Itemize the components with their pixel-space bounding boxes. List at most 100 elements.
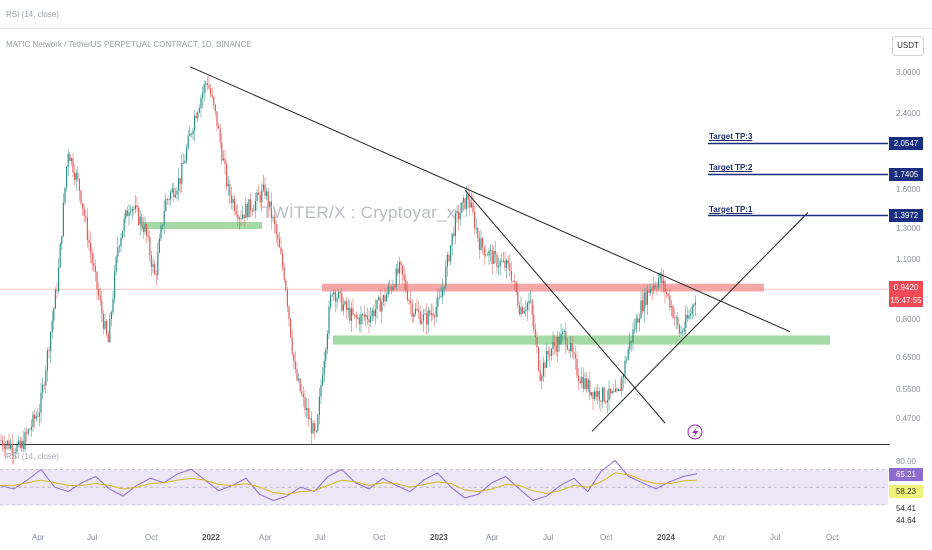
candle[interactable] xyxy=(378,297,380,300)
candle[interactable] xyxy=(19,440,21,448)
candle[interactable] xyxy=(547,350,549,355)
candle[interactable] xyxy=(370,315,372,323)
candle[interactable] xyxy=(443,286,445,289)
candle[interactable] xyxy=(656,287,658,288)
rsi-ma-line[interactable] xyxy=(0,472,698,495)
candle[interactable] xyxy=(523,310,525,314)
candle[interactable] xyxy=(16,444,18,453)
candle[interactable] xyxy=(181,163,183,184)
candle[interactable] xyxy=(491,250,493,264)
candle[interactable] xyxy=(214,104,216,112)
candle[interactable] xyxy=(403,274,405,280)
candle[interactable] xyxy=(648,290,650,293)
trend-line[interactable] xyxy=(464,189,666,424)
candle[interactable] xyxy=(98,289,100,296)
candle[interactable] xyxy=(27,429,29,434)
candle[interactable] xyxy=(243,214,245,218)
candle[interactable] xyxy=(619,389,621,392)
candle[interactable] xyxy=(72,158,74,173)
candle[interactable] xyxy=(131,208,133,212)
candle[interactable] xyxy=(94,266,96,272)
candle[interactable] xyxy=(512,280,514,282)
candle[interactable] xyxy=(496,254,498,268)
candle[interactable] xyxy=(229,183,231,196)
candle[interactable] xyxy=(18,440,20,445)
candle[interactable] xyxy=(320,384,322,397)
candle[interactable] xyxy=(259,195,261,203)
candle[interactable] xyxy=(6,440,8,445)
candle[interactable] xyxy=(456,211,458,214)
candle[interactable] xyxy=(675,317,677,319)
candle[interactable] xyxy=(472,202,474,213)
candle[interactable] xyxy=(683,327,685,332)
candle[interactable] xyxy=(474,212,476,229)
candle[interactable] xyxy=(104,321,106,329)
candle[interactable] xyxy=(208,85,210,89)
candle[interactable] xyxy=(670,306,672,308)
candle[interactable] xyxy=(539,370,541,381)
candle[interactable] xyxy=(624,360,626,376)
candle[interactable] xyxy=(658,279,660,288)
candle[interactable] xyxy=(48,350,50,352)
candle[interactable] xyxy=(453,233,455,237)
candle[interactable] xyxy=(106,321,108,335)
candle[interactable] xyxy=(86,217,88,241)
candle[interactable] xyxy=(334,292,336,302)
candle[interactable] xyxy=(349,307,351,321)
candle[interactable] xyxy=(418,310,420,312)
candle[interactable] xyxy=(360,314,362,325)
candle[interactable] xyxy=(478,237,480,250)
candle[interactable] xyxy=(165,199,167,211)
candle[interactable] xyxy=(386,294,388,302)
candle[interactable] xyxy=(483,247,485,256)
candle[interactable] xyxy=(109,318,111,343)
candle[interactable] xyxy=(139,216,141,225)
candle[interactable] xyxy=(344,301,346,305)
candle[interactable] xyxy=(691,306,693,314)
candle[interactable] xyxy=(450,245,452,262)
candle[interactable] xyxy=(408,300,410,302)
candle[interactable] xyxy=(318,396,320,416)
candle[interactable] xyxy=(546,350,548,368)
candle[interactable] xyxy=(205,83,207,85)
candle[interactable] xyxy=(440,296,442,298)
candle[interactable] xyxy=(192,130,194,135)
candle[interactable] xyxy=(421,320,423,324)
candle[interactable] xyxy=(614,388,616,393)
candle[interactable] xyxy=(397,268,399,274)
candle[interactable] xyxy=(579,380,581,384)
candle[interactable] xyxy=(3,445,5,450)
candle[interactable] xyxy=(659,273,661,280)
candle[interactable] xyxy=(75,173,77,180)
candle[interactable] xyxy=(406,290,408,301)
candle[interactable] xyxy=(285,280,287,290)
candle[interactable] xyxy=(602,387,604,402)
candle[interactable] xyxy=(62,202,64,236)
candle[interactable] xyxy=(286,289,288,307)
candle[interactable] xyxy=(77,173,79,179)
indicator-title[interactable]: RSI (14, close) xyxy=(6,10,59,19)
candle[interactable] xyxy=(426,313,428,325)
candle[interactable] xyxy=(270,201,272,219)
candle[interactable] xyxy=(158,238,160,253)
candle[interactable] xyxy=(544,362,546,368)
candle[interactable] xyxy=(600,400,602,402)
candle[interactable] xyxy=(251,210,253,212)
candle[interactable] xyxy=(10,443,12,449)
candle[interactable] xyxy=(227,183,229,187)
candle[interactable] xyxy=(240,218,242,219)
candle[interactable] xyxy=(45,370,47,386)
candle[interactable] xyxy=(573,351,575,354)
candle[interactable] xyxy=(646,290,648,305)
candle[interactable] xyxy=(141,216,143,228)
candle[interactable] xyxy=(117,247,119,257)
candle[interactable] xyxy=(43,384,45,386)
candle[interactable] xyxy=(662,280,664,284)
candle[interactable] xyxy=(91,252,93,264)
candle[interactable] xyxy=(35,416,37,419)
candle[interactable] xyxy=(96,271,98,290)
candle[interactable] xyxy=(373,310,375,317)
trend-line[interactable] xyxy=(189,66,791,333)
candle[interactable] xyxy=(651,289,653,290)
